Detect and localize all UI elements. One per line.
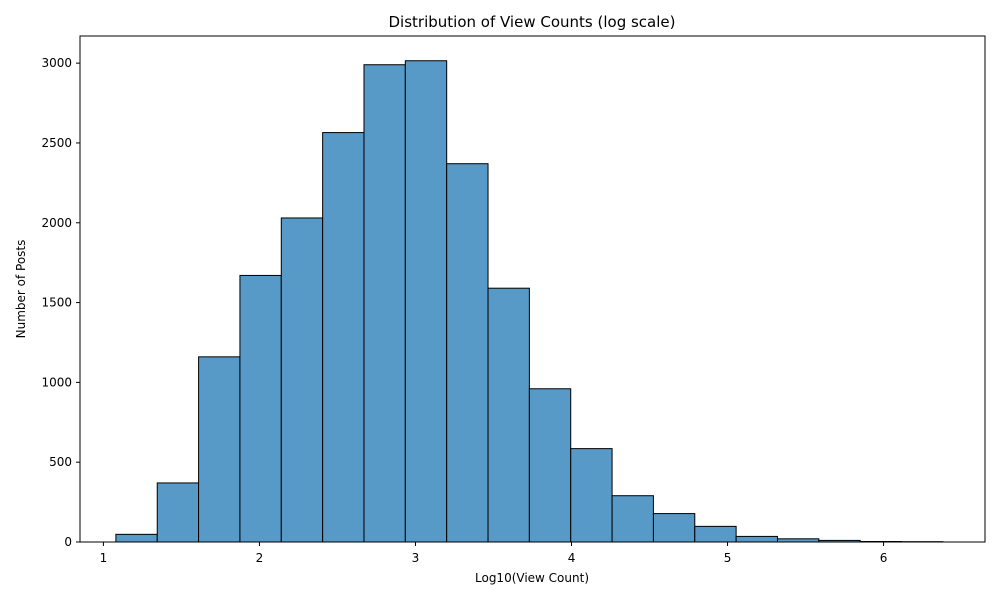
histogram-bar-2 [198,356,241,543]
y-tick-label-2: 1000 [41,375,72,389]
y-tick-label-6: 3000 [41,56,72,70]
histogram-bar-0 [115,533,158,543]
x-tick-label-4: 5 [724,551,732,565]
x-tick-label-2: 3 [412,551,420,565]
bars-group [115,60,944,543]
x-tick-label-1: 2 [256,551,264,565]
x-axis-ticks: 1 2 3 4 5 6 [100,542,888,565]
x-tick-label-0: 1 [100,551,108,565]
histogram-bar-8 [446,163,489,543]
histogram-bar-5 [322,132,365,543]
histogram-bar-12 [611,495,654,543]
y-tick-label-4: 2000 [41,216,72,230]
histogram-bar-9 [487,287,530,543]
histogram-bar-4 [280,217,324,543]
histogram-bar-7 [404,60,448,543]
y-tick-label-3: 1500 [41,296,72,310]
y-tick-label-0: 0 [64,535,72,549]
y-axis-ticks: 0 500 1000 1500 2000 2500 3000 [41,56,80,549]
x-tick-label-5: 6 [880,551,888,565]
histogram-bar-14 [694,525,737,543]
y-axis-label: Number of Posts [14,240,28,339]
plot-frame [79,35,986,543]
histogram-bar-10 [528,388,572,543]
y-tick-label-5: 2500 [41,136,72,150]
histogram-bar-13 [652,513,696,543]
x-tick-label-3: 4 [568,551,576,565]
chart-title: Distribution of View Counts (log scale) [389,13,676,31]
histogram-bar-1 [156,482,200,543]
histogram-bar-3 [239,274,282,543]
histogram-bar-11 [570,448,613,543]
x-axis-label: Log10(View Count) [475,571,589,585]
histogram-bar-15 [735,535,778,543]
histogram-bar-6 [363,64,406,543]
y-tick-label-1: 500 [49,455,72,469]
